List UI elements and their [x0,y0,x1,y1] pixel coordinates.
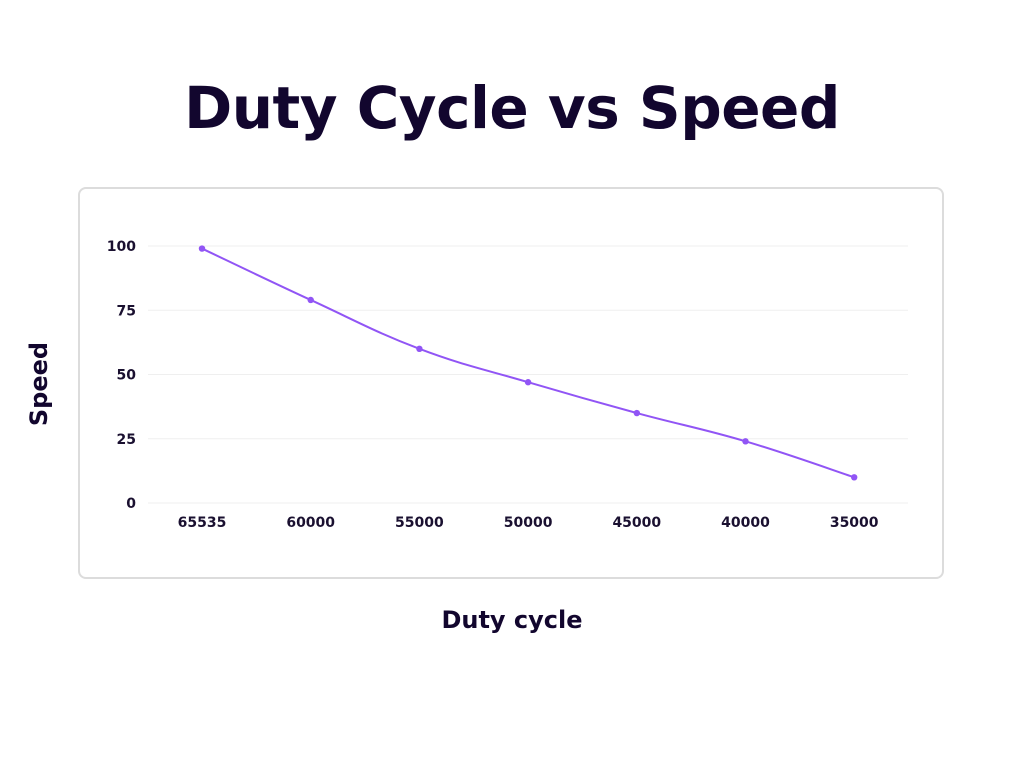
y-tick-label: 50 [117,368,137,384]
x-tick-label: 35000 [830,515,879,531]
x-tick-label: 60000 [286,515,335,531]
x-tick-label: 40000 [721,515,770,531]
data-point [633,409,640,417]
data-point [851,474,858,481]
x-tick-label: 50000 [504,515,553,531]
chart-card [78,187,944,579]
y-tick-label: 0 [126,496,136,512]
data-point [198,245,206,252]
data-point [524,379,532,386]
data-point [742,438,749,445]
data-point [307,296,314,304]
x-axis-title: Duty cycle [441,606,583,634]
chart-title: Duty Cycle vs Speed [184,74,840,142]
data-point [416,345,423,352]
x-tick-label: 45000 [612,515,661,531]
x-tick-label: 65535 [178,515,227,531]
y-axis-title: Speed [25,341,53,427]
y-tick-label: 25 [117,432,136,448]
series-line [201,247,855,479]
y-tick-label: 100 [107,239,136,255]
y-tick-label: 75 [117,303,136,319]
x-tick-label: 55000 [395,515,444,531]
